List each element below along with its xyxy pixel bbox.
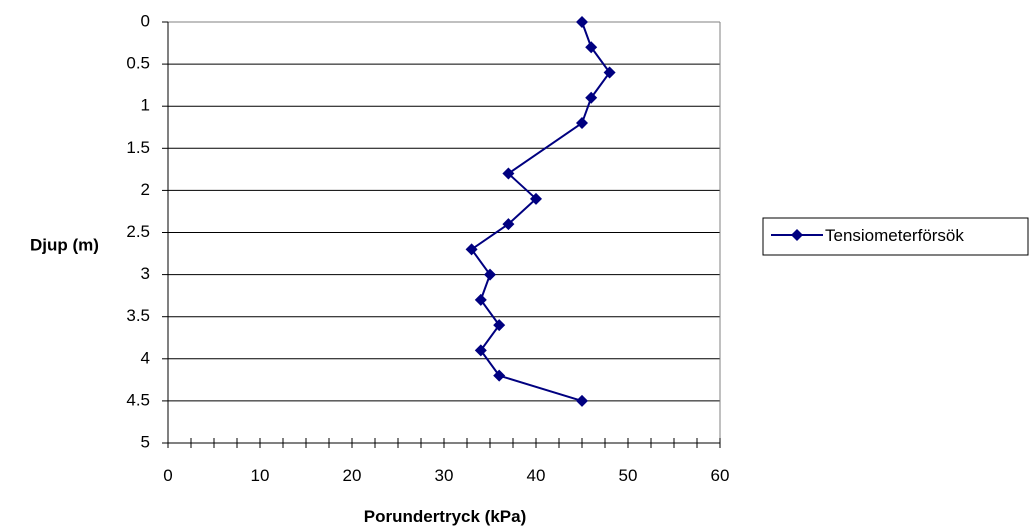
data-point-7 bbox=[502, 218, 515, 231]
y-tick-label-1: 0.5 bbox=[126, 54, 150, 73]
data-point-4 bbox=[576, 117, 588, 130]
x-tick-label-4: 40 bbox=[527, 466, 546, 485]
data-point-1 bbox=[585, 41, 598, 54]
y-tick-label-3: 1.5 bbox=[126, 138, 150, 157]
x-tick-label-1: 10 bbox=[251, 466, 270, 485]
y-tick-label-5: 2.5 bbox=[126, 222, 150, 241]
y-tick-label-9: 4.5 bbox=[126, 390, 150, 409]
data-point-11 bbox=[493, 319, 506, 332]
series-tensiometer bbox=[465, 16, 616, 407]
legend-label: Tensiometerförsök bbox=[825, 226, 964, 245]
legend-box bbox=[762, 217, 1029, 256]
data-point-12 bbox=[474, 344, 487, 357]
data-point-8 bbox=[465, 243, 478, 256]
y-tick-label-2: 1 bbox=[141, 96, 150, 115]
x-tick-label-5: 50 bbox=[619, 466, 638, 485]
y-axis-title: Djup (m) bbox=[30, 235, 99, 254]
legend: Tensiometerförsök bbox=[762, 217, 1029, 256]
x-tick-labels: 0 10 20 30 40 50 60 bbox=[163, 466, 729, 485]
legend-marker-diamond bbox=[791, 229, 803, 241]
data-point-6 bbox=[530, 192, 542, 205]
data-point-3 bbox=[585, 91, 598, 104]
data-point-10 bbox=[474, 293, 487, 306]
y-tick-label-6: 3 bbox=[141, 264, 150, 283]
x-tick-label-3: 30 bbox=[435, 466, 454, 485]
data-point-14 bbox=[576, 394, 588, 407]
x-tick-label-0: 0 bbox=[163, 466, 172, 485]
y-tick-labels: 0 0.5 1 1.5 2 2.5 3 3.5 4 4.5 5 bbox=[126, 11, 150, 451]
data-point-2 bbox=[603, 66, 616, 79]
data-point-13 bbox=[493, 369, 506, 382]
data-point-0 bbox=[576, 16, 588, 28]
data-point-5 bbox=[502, 167, 515, 180]
y-tick-label-0: 0 bbox=[141, 11, 150, 30]
x-tick-label-6: 60 bbox=[711, 466, 730, 485]
axes bbox=[162, 21, 721, 448]
y-tick-label-4: 2 bbox=[141, 180, 150, 199]
x-tick-label-2: 20 bbox=[343, 466, 362, 485]
gridlines bbox=[168, 63, 720, 402]
y-tick-label-10: 5 bbox=[141, 432, 150, 451]
data-point-9 bbox=[484, 268, 496, 281]
x-axis-title: Porundertryck (kPa) bbox=[364, 507, 527, 526]
y-tick-label-7: 3.5 bbox=[126, 306, 150, 325]
y-tick-label-8: 4 bbox=[141, 348, 150, 367]
